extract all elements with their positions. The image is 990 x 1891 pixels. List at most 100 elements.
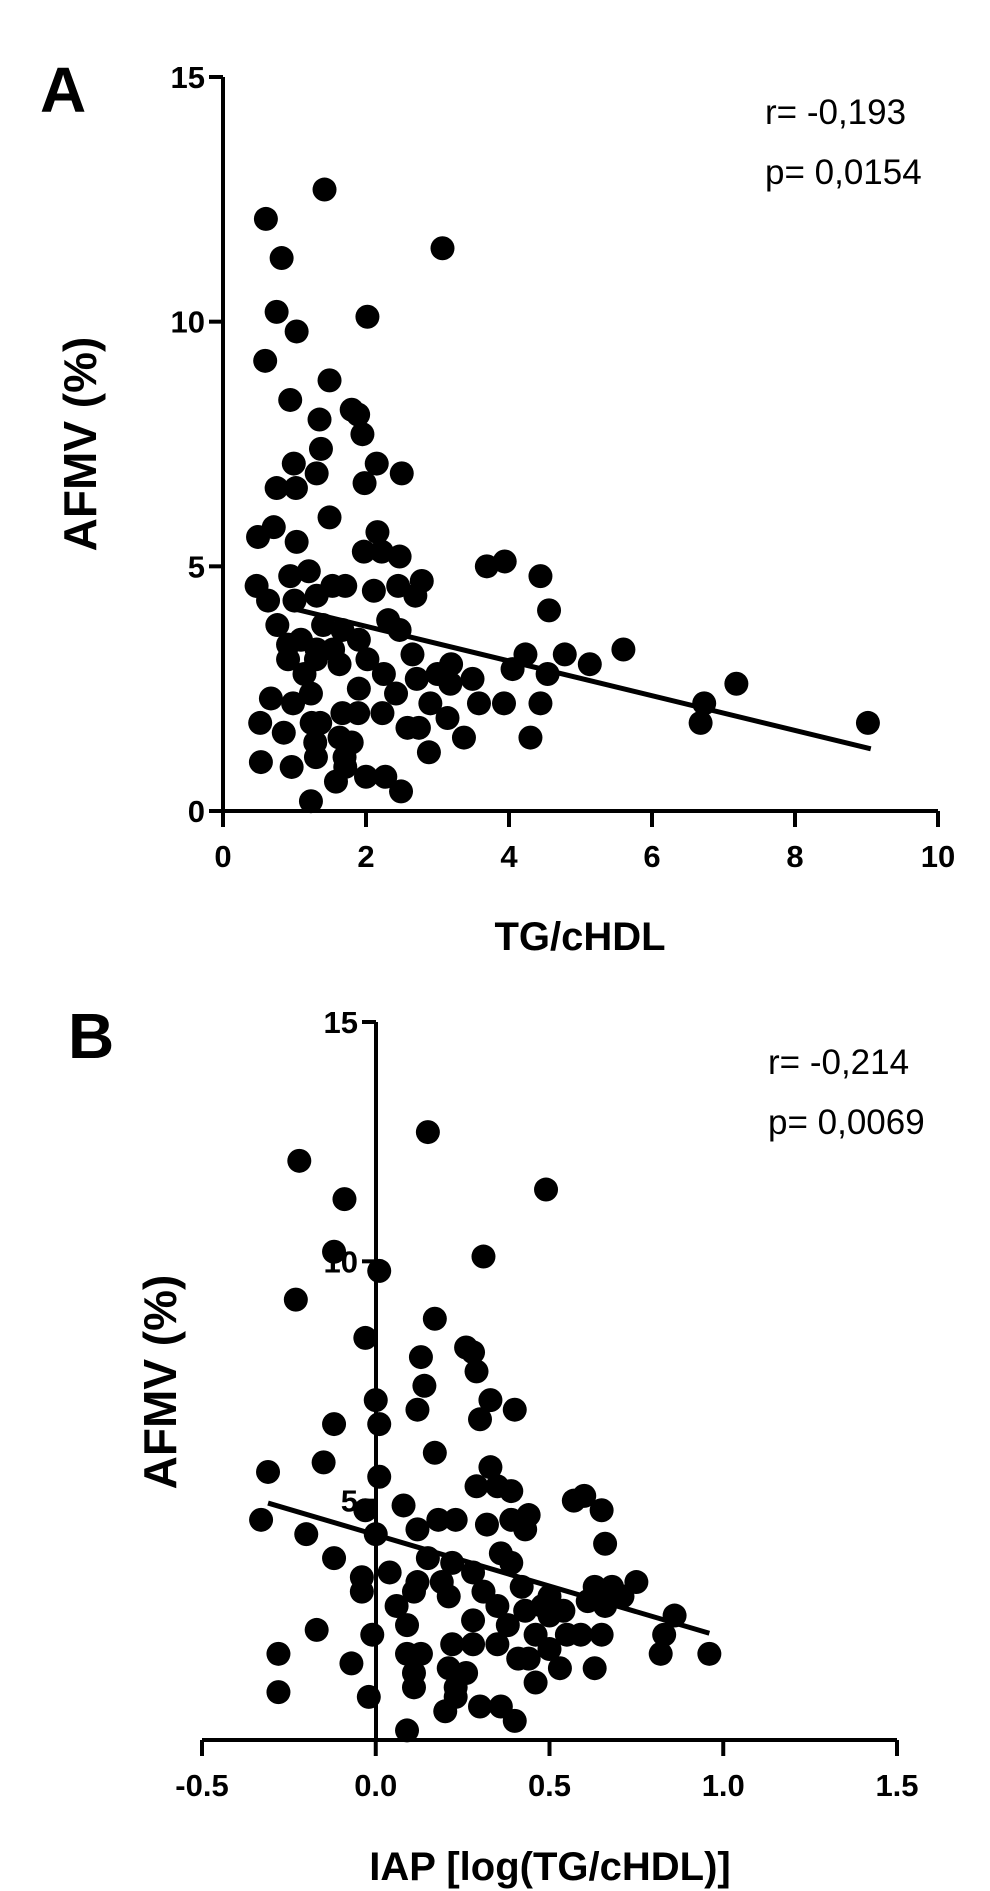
panel-b-data-point (443, 1507, 468, 1532)
panel-a-data-point (373, 764, 398, 789)
panel-b-data-point (415, 1120, 440, 1145)
panel-a-data-point (492, 549, 517, 574)
panel-b-x-tick-label: -0.5 (175, 1768, 228, 1803)
panel-b-data-point (464, 1474, 489, 1499)
panel-b-data-point (468, 1407, 492, 1432)
panel-a-data-point (688, 710, 713, 735)
panel-a-y-tick-label: 5 (188, 549, 205, 584)
panel-a-data-point (346, 676, 371, 701)
panel-b-data-point (266, 1641, 291, 1666)
panel-a-data-point (400, 642, 425, 667)
panel-b-data-point (502, 1397, 527, 1422)
panel-b-data-point (589, 1498, 614, 1523)
panel-a-data-point (248, 710, 273, 735)
panel-a-data-point (269, 246, 294, 271)
panel-a-data-point (271, 720, 296, 745)
panel-a-data-point (283, 476, 308, 501)
panel-b-label: B (68, 1000, 114, 1072)
panel-b-data-point (405, 1397, 430, 1422)
panel-a-data-point (304, 583, 329, 608)
panel-b-data-point (468, 1694, 492, 1719)
panel-a-data-point (281, 451, 306, 476)
panel-b-data-point (593, 1531, 618, 1556)
panel-a-data-point (384, 681, 409, 706)
panel-a-data-point (346, 701, 371, 726)
panel-b-data-point (440, 1632, 465, 1657)
panel-b-x-tick-label: 1.0 (702, 1768, 745, 1803)
panel-b-data-point (408, 1641, 433, 1666)
panel-a-r-value: r= -0,193 (765, 93, 906, 132)
panel-b-data-point (502, 1708, 527, 1733)
panel-a-data-point (296, 559, 321, 584)
panel-b-x-axis-label: IAP [log(TG/cHDL)] (369, 1845, 730, 1889)
panel-b-data-point (516, 1646, 541, 1671)
panel-a-data-point (276, 647, 301, 672)
panel-a-data-point (265, 613, 290, 638)
panel-a-data-point (364, 451, 389, 476)
panel-b-data-point (523, 1670, 548, 1695)
panel-a-data-point (256, 588, 281, 613)
panel-b-data-point (322, 1239, 347, 1264)
panel-a-data-point (304, 461, 329, 486)
panel-b-data-point (304, 1617, 329, 1642)
panel-b-data-point (537, 1637, 562, 1662)
panel-a-x-axis-label: TG/cHDL (494, 915, 665, 959)
panel-a-data-point (365, 520, 390, 545)
panel-b-data-point (412, 1373, 437, 1398)
panel-a-data-point (361, 578, 386, 603)
panel-b-data-point (443, 1684, 468, 1709)
panel-b-data-point (624, 1570, 649, 1595)
panel-a-data-point (317, 368, 342, 393)
panel-b-data-point (311, 1450, 336, 1475)
panel-a-data-point (333, 754, 358, 779)
panel-b-r-value: r= -0,214 (768, 1043, 909, 1082)
panel-a-data-point (371, 661, 396, 686)
panel-a-data-point (308, 710, 333, 735)
panel-a-data-point (312, 177, 337, 202)
panel-a-data-point (537, 598, 562, 623)
panel-b-data-point (471, 1244, 496, 1269)
panel-a-data-point (387, 544, 412, 569)
panel-a-x-tick-label: 2 (357, 839, 374, 874)
panel-b-data-point (478, 1455, 503, 1480)
panel-b-data-point (395, 1718, 420, 1743)
panel-b-p-value: p= 0,0069 (768, 1103, 925, 1142)
panel-b-data-point (474, 1512, 499, 1537)
panel-b-data-point (405, 1517, 430, 1542)
panel-a-data-point (528, 564, 553, 589)
panel-a-data-point (435, 706, 460, 731)
panel-b-data-point (589, 1622, 614, 1647)
panel-b-data-point (363, 1388, 388, 1413)
panel-a-data-point (350, 422, 375, 447)
panel-a-data-point (389, 779, 414, 804)
panel-a-data-point (577, 652, 602, 677)
panel-a-x-tick-label: 0 (214, 839, 231, 874)
panel-a-x-tick-label: 4 (500, 839, 518, 874)
panel-a-data-point (518, 725, 543, 750)
panel-a-data-point (264, 299, 289, 324)
panel-b-data-point (648, 1641, 673, 1666)
panel-a-data-point (261, 515, 286, 540)
panel-a-p-value: p= 0,0154 (765, 153, 922, 192)
panel-b-data-point (391, 1493, 416, 1518)
panel-a-data-point (351, 539, 376, 564)
panel-a-data-point (308, 436, 333, 461)
panel-a-data-point (528, 691, 553, 716)
panel-a-data-point (284, 529, 309, 554)
panel-b-data-point (461, 1608, 486, 1633)
panel-b-data-point (572, 1483, 597, 1508)
panel-b-data-point (353, 1498, 378, 1523)
panel-a-x-tick-label: 6 (643, 839, 660, 874)
panel-a-data-point (403, 583, 428, 608)
panel-a-data-point (406, 715, 431, 740)
panel-b-data-point (499, 1550, 524, 1575)
panel-a-data-point (248, 750, 273, 775)
panel-b-data-point (322, 1546, 347, 1571)
panel-a-label: A (40, 54, 86, 126)
panel-a-data-point (258, 686, 283, 711)
panel-a-data-point (253, 206, 278, 231)
panel-a-data-point (418, 691, 443, 716)
panel-a-data-point (317, 505, 342, 530)
panel-a-data-point (466, 691, 491, 716)
